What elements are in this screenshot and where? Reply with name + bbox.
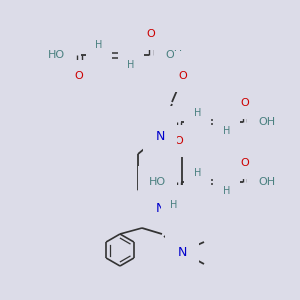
Text: O: O [75, 71, 83, 81]
Text: H: H [223, 186, 230, 196]
Text: OH: OH [165, 50, 182, 60]
Text: N: N [155, 202, 165, 214]
Text: O: O [175, 196, 183, 206]
Text: H: H [194, 168, 201, 178]
Text: O: O [241, 98, 250, 108]
Text: HO: HO [48, 50, 65, 60]
Text: O: O [175, 136, 183, 146]
Text: N: N [177, 245, 187, 259]
Text: OH: OH [258, 177, 275, 187]
Text: H: H [95, 40, 103, 50]
Text: H: H [194, 108, 201, 118]
Text: O: O [178, 71, 188, 81]
Text: OH: OH [258, 117, 275, 127]
Text: O: O [147, 29, 155, 39]
Text: H: H [183, 61, 191, 71]
Text: H: H [223, 126, 230, 136]
Text: HO: HO [149, 117, 166, 127]
Text: O: O [241, 158, 250, 168]
Text: H: H [127, 60, 135, 70]
Text: N: N [155, 130, 165, 142]
Text: H: H [170, 200, 178, 210]
Text: HO: HO [149, 177, 166, 187]
